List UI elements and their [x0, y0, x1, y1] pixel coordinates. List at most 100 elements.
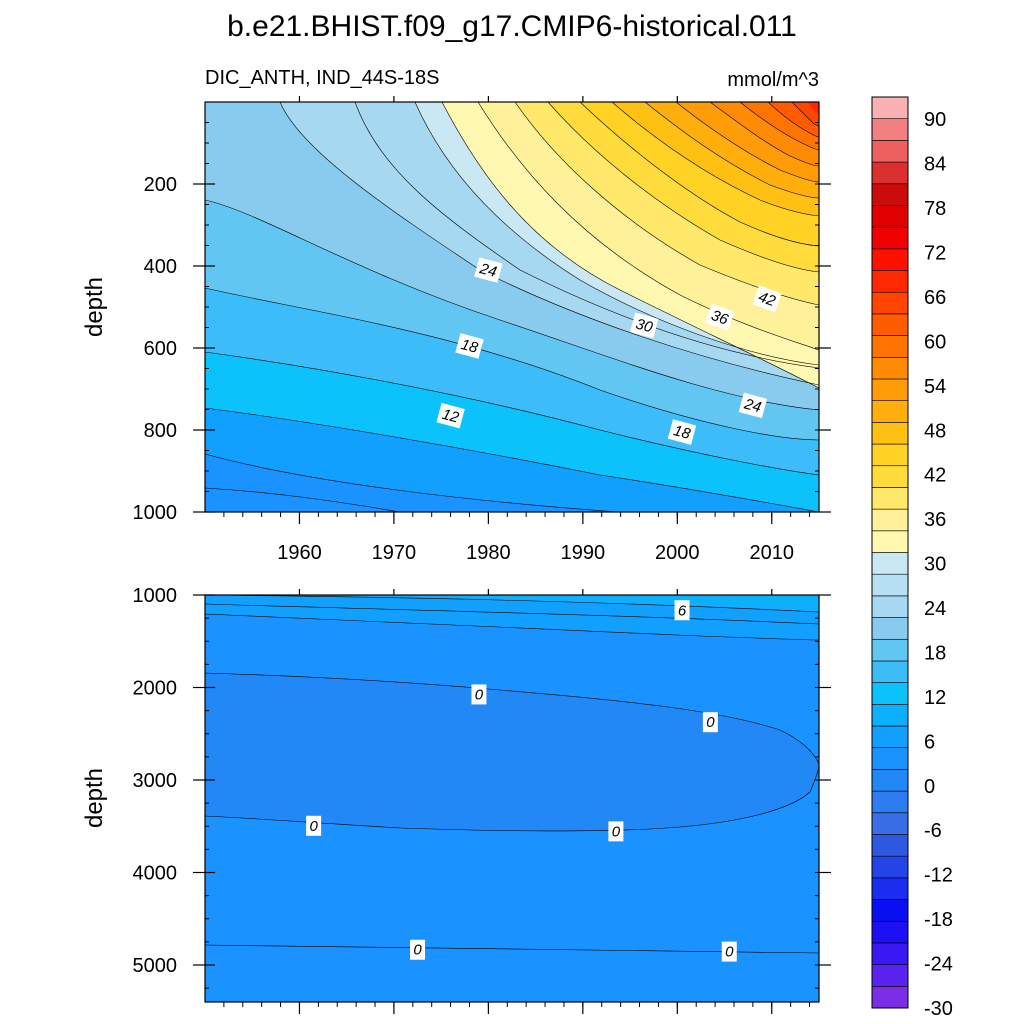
colorbar-box	[871, 140, 909, 163]
y-tick-label: 1000	[133, 585, 178, 607]
colorbar-tick-label: 72	[924, 243, 946, 265]
contour-label-text: 18	[672, 422, 693, 443]
upper-line-level-48	[644, 102, 819, 199]
contour-label: 0	[471, 684, 487, 705]
colorbar-box	[871, 790, 909, 814]
contour-label-bg	[752, 285, 782, 313]
lower-contour-fills	[205, 595, 819, 1002]
colorbar-box	[871, 617, 909, 640]
colorbar-tick-label: 84	[924, 154, 946, 176]
contour-label: 18	[667, 419, 697, 445]
contour-label-text: 30	[634, 316, 655, 337]
contour-label-bg	[702, 712, 718, 733]
colorbar-box	[871, 682, 909, 705]
colorbar-box	[871, 226, 909, 250]
contour-label: 36	[705, 303, 735, 331]
left-subtitle: DIC_ANTH, IND_44S-18S	[205, 67, 440, 89]
colorbar-box	[871, 986, 909, 1009]
upper-line-level-21	[354, 102, 819, 369]
upper-line-level-42	[579, 102, 819, 247]
upper-line-level-36	[514, 102, 819, 306]
colorbar-tick-label: -6	[924, 820, 942, 842]
colorbar-box	[871, 747, 909, 770]
contour-label: 24	[474, 257, 503, 283]
contour-label-text: 6	[678, 602, 687, 619]
upper-line-level-24	[414, 102, 819, 366]
contour-label-bg	[738, 392, 768, 419]
colorbar-tick-label: -30	[924, 998, 953, 1020]
lower-fill-level-deep	[205, 945, 819, 1002]
upper-line-level-57	[739, 102, 819, 151]
y-tick-label: 800	[144, 420, 177, 442]
colorbar-tick-label: 78	[924, 198, 946, 220]
upper-line-level-12	[205, 287, 819, 441]
upper-line-level-6	[205, 407, 819, 512]
upper-line-level-51	[675, 102, 819, 183]
lower-contour-labels: 6 0 0 0 0 0 0	[306, 600, 737, 962]
lower-fill-level-neg	[205, 673, 819, 831]
colorbar-tick-label: 36	[924, 509, 946, 531]
upper-contour-lines	[205, 102, 819, 512]
units-label: mmol/m^3	[727, 69, 819, 91]
colorbar: 908478726660544842363024181260-6-12-18-2…	[871, 96, 953, 1020]
contour-label-text: 0	[413, 942, 422, 959]
contour-label: 0	[702, 712, 718, 733]
colorbar-tick-label: -24	[924, 954, 953, 976]
contour-label-bg	[455, 333, 484, 359]
colorbar-box	[871, 118, 909, 141]
contour-label-text: 18	[459, 336, 480, 357]
colorbar-box	[871, 704, 909, 727]
lower-line-level-0-upper	[205, 672, 819, 765]
upper-line-level-0	[205, 487, 401, 512]
colorbar-box	[871, 769, 909, 792]
colorbar-box	[871, 920, 909, 944]
contour-label: 0	[608, 821, 624, 842]
upper-line-level-45	[611, 102, 819, 217]
colorbar-box	[871, 725, 909, 749]
colorbar-box	[871, 356, 909, 380]
colorbar-tick-label: 48	[924, 420, 946, 442]
colorbar-box	[871, 942, 909, 965]
colorbar-box	[871, 508, 909, 532]
colorbar-box	[871, 422, 909, 445]
colorbar-box	[871, 400, 909, 423]
colorbar-box	[871, 899, 909, 922]
contour-label: 6	[674, 600, 690, 621]
contour-label: 42	[752, 285, 782, 313]
contour-label-text: 0	[725, 944, 734, 961]
contour-label-bg	[630, 312, 659, 339]
colorbar-tick-label: 18	[924, 642, 946, 664]
colorbar-tick-label: -12	[924, 865, 953, 887]
colorbar-box	[871, 595, 909, 618]
colorbar-tick-label: 24	[924, 598, 946, 620]
upper-fill-level-63	[792, 102, 819, 126]
upper-line-level-15	[205, 199, 819, 411]
colorbar-tick-label: 90	[924, 109, 946, 131]
y-tick-label: 400	[144, 256, 177, 278]
contour-label: 0	[306, 815, 322, 836]
y-tick-label: 200	[144, 174, 177, 196]
colorbar-box	[871, 205, 909, 228]
colorbar-box	[871, 248, 909, 271]
colorbar-tick-label: 30	[924, 554, 946, 576]
colorbar-box	[871, 834, 909, 857]
x-tick-label: 1970	[372, 542, 417, 564]
colorbar-box	[871, 161, 909, 185]
colorbar-box	[871, 443, 909, 467]
contour-label-text: 0	[706, 714, 715, 731]
contour-label-text: 0	[612, 823, 621, 840]
contour-label-text: 24	[477, 260, 498, 281]
colorbar-tick-label: 42	[924, 465, 946, 487]
upper-axes: 200 400 600 800 1000 1960 1970 1980 1990 2000 2010	[133, 96, 831, 564]
upper-line-level-63	[791, 102, 819, 127]
colorbar-box	[871, 964, 909, 987]
upper-line-level-30	[441, 102, 819, 389]
contour-label: 24	[738, 392, 768, 419]
upper-line-level-54	[709, 102, 819, 167]
lower-fill-level-3	[205, 595, 819, 640]
chart-title: b.e21.BHIST.f09_g17.CMIP6-historical.011	[227, 10, 797, 43]
contour-label-bg	[410, 939, 426, 960]
contour-label-text: 12	[440, 406, 461, 427]
colorbar-tick-label: 54	[924, 376, 946, 398]
y-tick-label: 1000	[133, 502, 178, 524]
